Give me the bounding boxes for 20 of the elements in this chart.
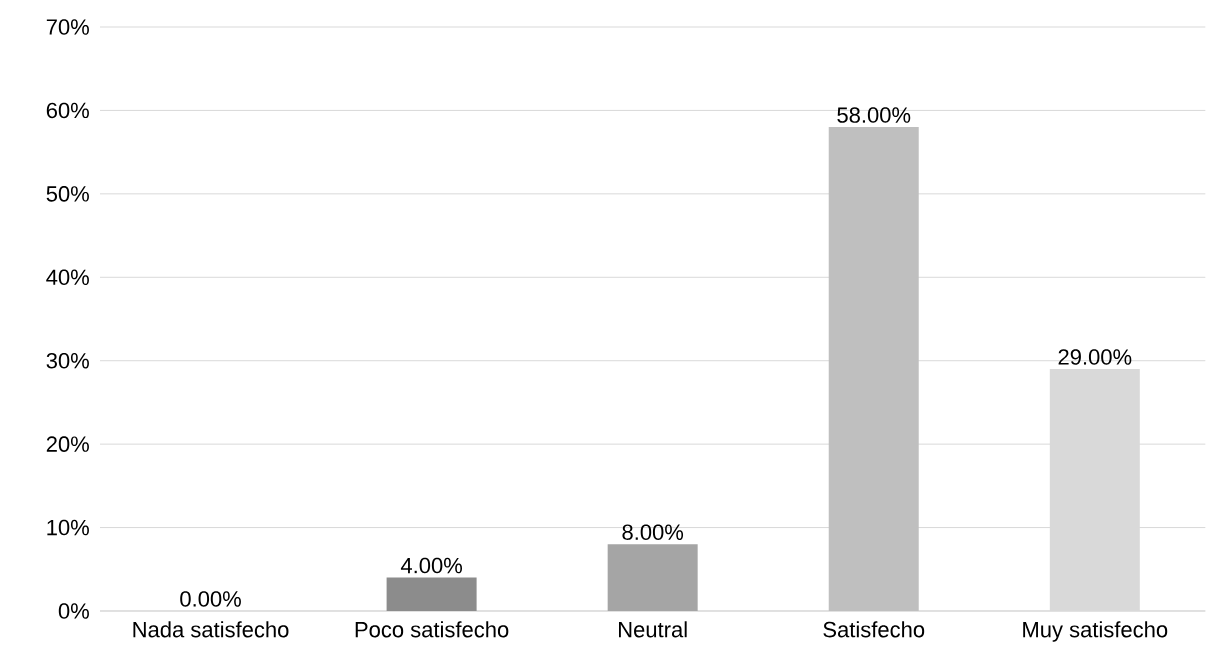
y-tick-label: 0% bbox=[58, 603, 89, 619]
y-tick-label: 30% bbox=[46, 352, 89, 369]
data-label: 29.00% bbox=[1058, 349, 1132, 365]
x-tick-label: Neutral bbox=[619, 621, 687, 638]
data-label: 4.00% bbox=[400, 557, 463, 574]
y-tick-label: 60% bbox=[46, 102, 89, 119]
x-tick-label: Satisfecho bbox=[823, 621, 925, 638]
y-tick-label: 70% bbox=[46, 19, 89, 35]
data-label: 58.00% bbox=[837, 107, 911, 123]
y-tick-label: 10% bbox=[47, 519, 89, 536]
x-tick-label: Nada satisfecho bbox=[133, 621, 289, 638]
x-tick-label: Poco satisfecho bbox=[355, 621, 509, 638]
data-label: 0.00% bbox=[180, 591, 241, 607]
bar bbox=[607, 544, 698, 611]
x-tick-label: Muy satisfecho bbox=[1023, 621, 1168, 642]
y-tick-label: 50% bbox=[46, 186, 89, 202]
y-tick-label: 20% bbox=[46, 436, 89, 452]
y-tick-label: 40% bbox=[46, 269, 89, 286]
bar bbox=[386, 577, 477, 611]
data-label: 8.00% bbox=[622, 524, 684, 540]
